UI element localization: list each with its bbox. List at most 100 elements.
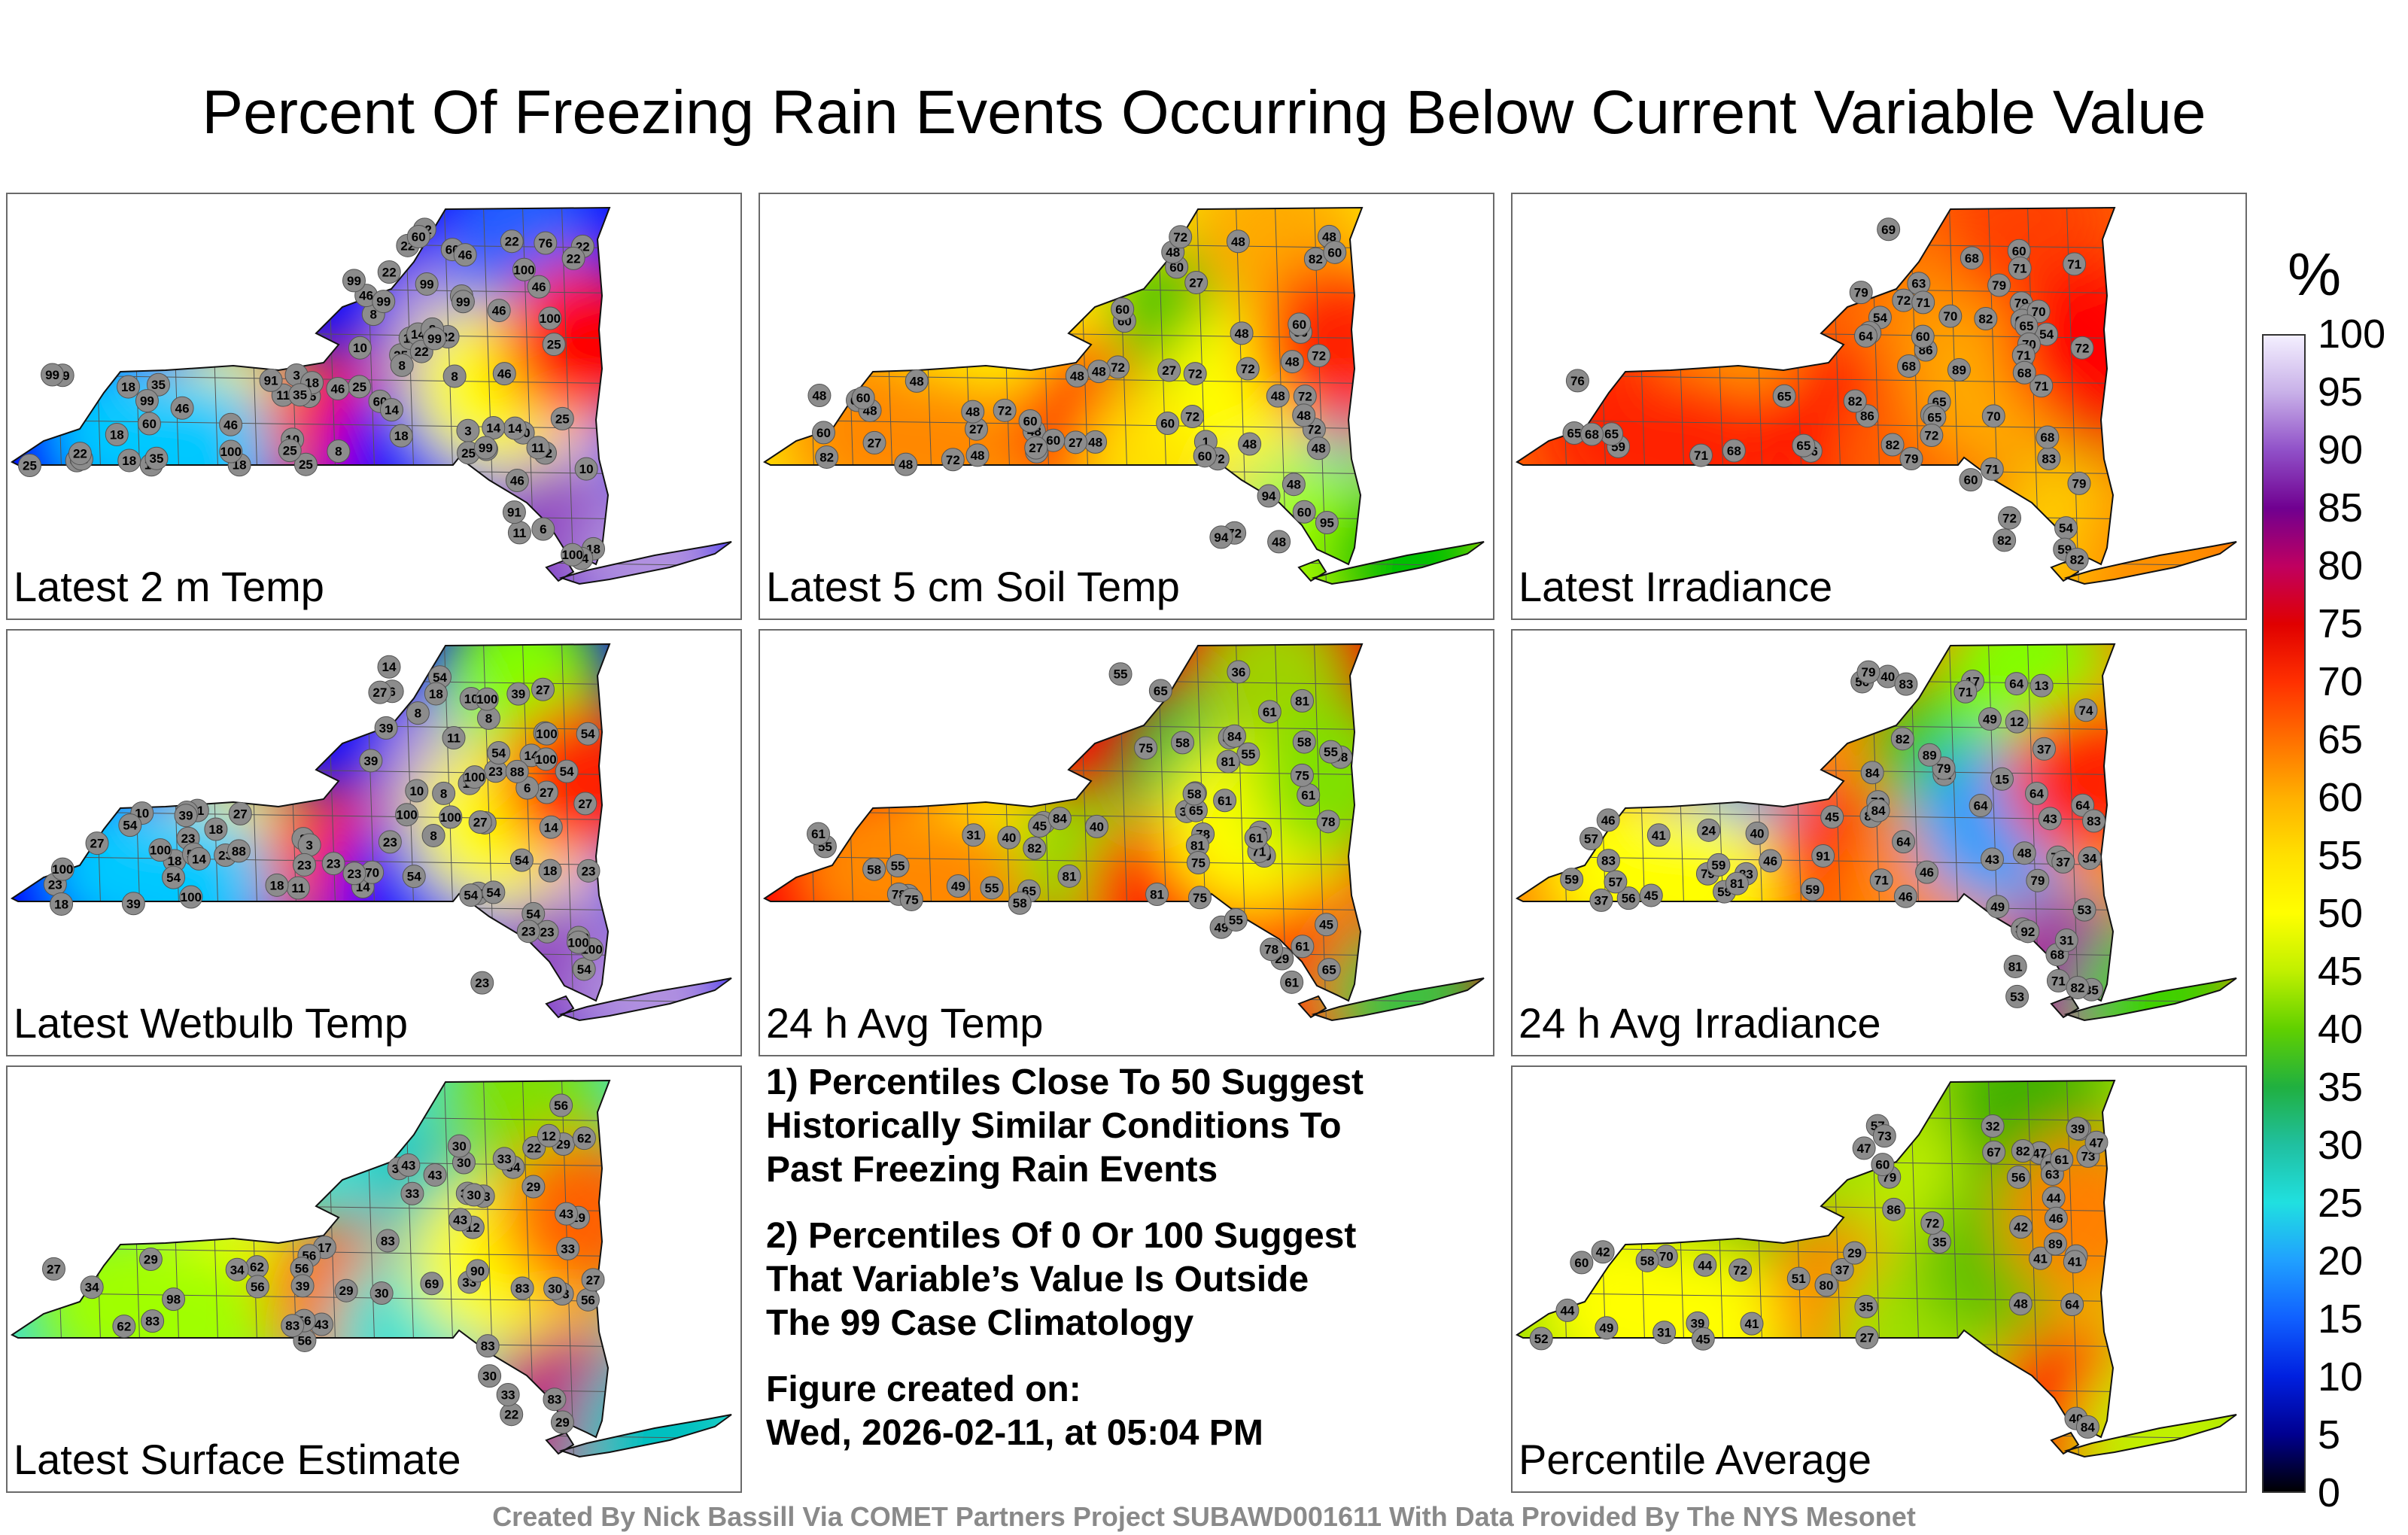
panel-24h-avg-temp: 2931403631404945585545494045556561554549…: [759, 629, 1494, 1056]
svg-text:27: 27: [1189, 275, 1203, 290]
station-marker: 89: [2043, 1232, 2067, 1256]
station-marker: 30: [447, 1134, 471, 1158]
shaded-field: [765, 644, 1484, 1020]
svg-text:48: 48: [1322, 229, 1336, 244]
station-marker: 99: [422, 327, 446, 351]
svg-text:43: 43: [428, 1168, 442, 1182]
map-24h-avg-irradiance: 8474835956246415437945791213846435358174…: [1516, 643, 2237, 1022]
svg-text:6: 6: [524, 781, 531, 795]
svg-text:79: 79: [1854, 286, 1868, 300]
station-marker: 35: [1854, 1294, 1878, 1318]
shaded-field: [12, 1081, 731, 1457]
svg-text:63: 63: [1911, 277, 1926, 291]
station-marker: 99: [41, 363, 65, 387]
svg-text:60: 60: [142, 417, 157, 431]
svg-text:48: 48: [1271, 389, 1285, 403]
svg-text:8: 8: [451, 369, 458, 384]
svg-text:65: 65: [1154, 684, 1168, 698]
station-marker: 78: [1316, 810, 1340, 834]
station-marker: 29: [550, 1410, 574, 1434]
station-marker: 23: [378, 830, 402, 854]
svg-text:81: 81: [1295, 694, 1309, 708]
svg-text:27: 27: [372, 685, 387, 700]
station-marker: 79: [2026, 868, 2050, 892]
svg-text:25: 25: [555, 412, 570, 426]
station-marker: 48: [1292, 403, 1316, 427]
svg-text:35: 35: [293, 388, 307, 403]
station-marker: 48: [1087, 360, 1111, 384]
svg-text:54: 54: [2059, 521, 2073, 536]
svg-text:12: 12: [542, 1129, 556, 1143]
station-marker: 48: [905, 369, 929, 393]
svg-text:99: 99: [376, 295, 391, 309]
svg-text:89: 89: [1923, 748, 1937, 762]
station-marker: 41: [1646, 823, 1671, 847]
svg-text:60: 60: [1327, 245, 1342, 260]
station-marker: 64: [2025, 781, 2049, 805]
station-marker: 82: [1974, 307, 1998, 331]
notes-block: 1) Percentiles Close To 50 Suggest Histo…: [766, 1061, 1488, 1478]
station-marker: 82: [1023, 836, 1047, 860]
svg-text:48: 48: [1272, 535, 1286, 549]
station-marker: 48: [1084, 430, 1108, 454]
station-marker: 49: [1595, 1316, 1619, 1340]
station-marker: 70: [1654, 1245, 1678, 1269]
svg-text:48: 48: [2014, 1297, 2028, 1312]
svg-text:8: 8: [398, 358, 405, 372]
svg-text:53: 53: [2078, 903, 2092, 917]
svg-text:99: 99: [479, 441, 493, 455]
svg-text:55: 55: [891, 859, 905, 874]
station-marker: 54: [482, 880, 506, 904]
svg-text:46: 46: [1763, 854, 1777, 868]
station-marker: 81: [1725, 871, 1749, 895]
svg-text:18: 18: [543, 864, 558, 878]
station-markers: 4140393537314235394147494452293244564570…: [1529, 1114, 2109, 1439]
svg-text:47: 47: [1857, 1141, 1871, 1156]
station-marker: 60: [1018, 409, 1042, 433]
svg-text:54: 54: [526, 907, 540, 921]
station-marker: 72: [2070, 336, 2094, 360]
station-marker: 25: [348, 375, 372, 399]
svg-text:30: 30: [452, 1139, 467, 1154]
station-markers: 3022291217302912223330296256434356566256…: [41, 1093, 605, 1434]
station-marker: 69: [1877, 217, 1901, 242]
station-marker: 75: [1187, 886, 1212, 910]
station-marker: 55: [886, 854, 910, 878]
station-marker: 43: [2038, 807, 2062, 831]
svg-text:56: 56: [2011, 1170, 2026, 1184]
station-marker: 100: [439, 805, 463, 829]
svg-text:54: 54: [166, 871, 181, 885]
svg-text:55: 55: [1324, 745, 1338, 759]
station-marker: 68: [1722, 439, 1746, 463]
station-marker: 82: [815, 445, 839, 469]
station-marker: 8: [406, 701, 430, 725]
station-markers: 2931403631404945585545494045556561554549…: [807, 660, 1353, 994]
station-marker: 76: [534, 231, 558, 255]
svg-text:11: 11: [276, 388, 290, 403]
station-marker: 62: [112, 1315, 136, 1339]
station-marker: 36: [1227, 660, 1251, 684]
figure-title: Percent Of Freezing Rain Events Occurrin…: [202, 78, 2206, 147]
svg-text:54: 54: [433, 670, 447, 685]
svg-text:29: 29: [144, 1253, 158, 1267]
svg-text:27: 27: [969, 422, 984, 436]
svg-text:37: 37: [1594, 893, 1608, 907]
colorbar-tick-label: 55: [2318, 833, 2364, 878]
svg-text:23: 23: [347, 867, 361, 881]
station-marker: 58: [1292, 730, 1316, 754]
svg-text:41: 41: [2033, 1251, 2048, 1266]
svg-text:49: 49: [951, 879, 965, 893]
station-markers: 6060277272486094954816072827272487282484…: [807, 224, 1347, 554]
svg-text:31: 31: [1657, 1326, 1671, 1340]
station-marker: 60: [406, 224, 430, 248]
station-marker: 48: [1226, 229, 1250, 254]
svg-text:59: 59: [1711, 858, 1725, 872]
svg-text:33: 33: [561, 1242, 575, 1256]
svg-text:33: 33: [497, 1152, 512, 1166]
note-2-line: 2) Percentiles Of 0 Or 100 Suggest: [766, 1216, 1357, 1256]
station-marker: 94: [1209, 525, 1233, 549]
svg-text:72: 72: [2075, 341, 2090, 355]
colorbar-tick-label: 25: [2318, 1181, 2364, 1226]
svg-text:82: 82: [1978, 312, 1993, 327]
station-marker: 59: [1801, 877, 1825, 901]
